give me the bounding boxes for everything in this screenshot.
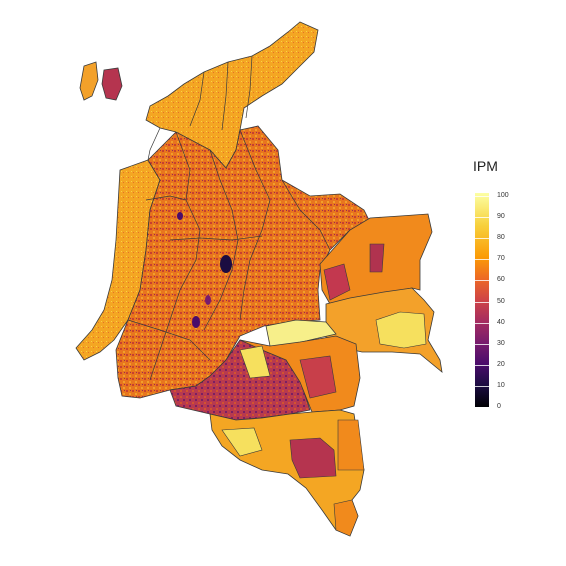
region-island-b <box>101 67 123 101</box>
colorbar-tick-label: 100 <box>497 192 509 199</box>
colorbar-tick-label: 70 <box>497 255 505 263</box>
region-arauca-patch <box>369 243 385 273</box>
colorbar-tick-label: 0 <box>497 403 501 410</box>
region-dark-spot-b <box>177 212 183 220</box>
colorbar-tick-label: 80 <box>497 234 505 242</box>
colorbar-tick-label: 60 <box>497 276 505 284</box>
colorbar-tick-label: 40 <box>497 318 505 326</box>
colorbar-tick-label: 10 <box>497 381 505 389</box>
colorbar-tick-mark <box>475 238 489 240</box>
colorbar-tick-mark <box>475 196 489 197</box>
region-dark-spot-a <box>192 316 200 328</box>
region-amazon-patch-c <box>289 437 337 479</box>
region-amazon-patch-d <box>337 419 365 471</box>
department-borders <box>127 55 331 381</box>
region-amazon-tip <box>333 499 359 537</box>
colorbar <box>475 193 489 407</box>
region-amazon-patch-a <box>299 355 337 399</box>
colorbar-tick-mark <box>475 343 489 345</box>
region-vichada-patch <box>375 311 427 349</box>
colorbar-tick-label: 90 <box>497 213 505 221</box>
colorbar-tick-label: 20 <box>497 360 505 368</box>
colorbar-tick-mark <box>475 217 489 219</box>
region-meta-patch <box>323 263 351 301</box>
region-amazon-patch-e <box>221 427 263 457</box>
region-amazon-patch-b <box>239 345 271 379</box>
colorbar-tick-label: 50 <box>497 297 505 305</box>
colorbar-tick-mark <box>475 322 489 324</box>
region-island-a <box>79 61 99 101</box>
colorbar-tick-mark <box>475 364 489 366</box>
region-bogota-dark <box>220 255 232 273</box>
colorbar-tick-mark <box>475 385 489 387</box>
region-andean <box>115 125 371 399</box>
colorbar-tick-mark <box>475 280 489 282</box>
colorbar-tick-mark <box>475 301 489 303</box>
legend-title: IPM <box>473 158 498 174</box>
colorbar-tick-mark <box>475 259 489 261</box>
region-dark-spot-c <box>205 295 211 305</box>
colorbar-tick-mark <box>475 407 489 408</box>
colorbar-tick-label: 30 <box>497 339 505 347</box>
